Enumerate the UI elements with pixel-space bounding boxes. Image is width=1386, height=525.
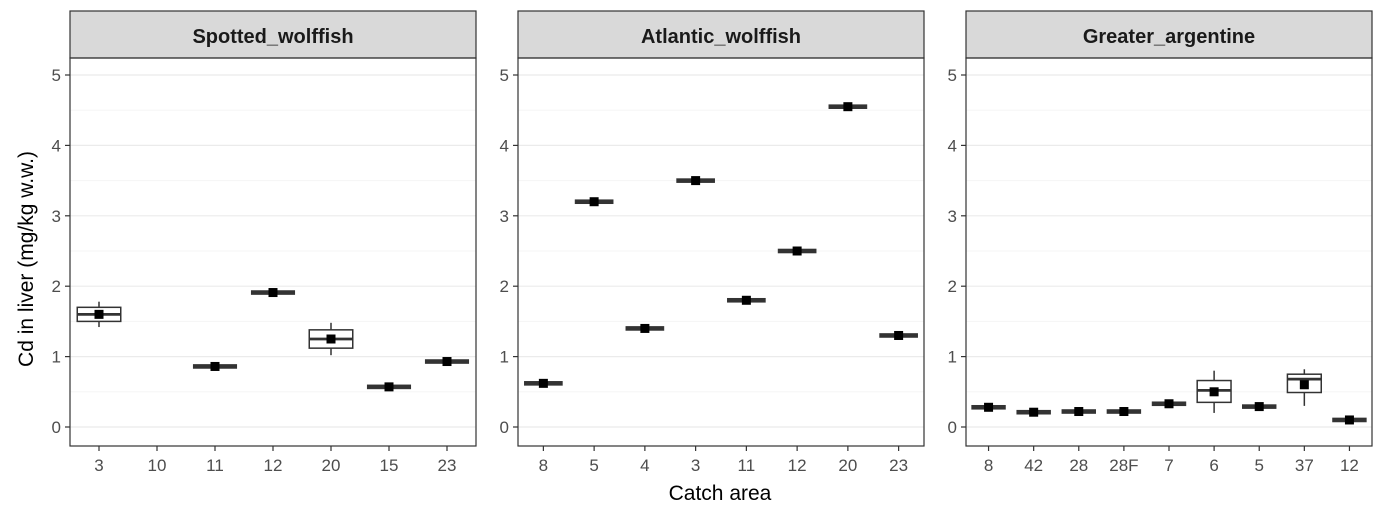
mean-point bbox=[589, 197, 599, 207]
x-tick-label: 4 bbox=[640, 456, 649, 475]
mean-point bbox=[894, 330, 904, 340]
mean-point bbox=[1074, 407, 1084, 417]
y-tick-label: 5 bbox=[948, 66, 957, 85]
panel-frame bbox=[517, 57, 925, 447]
mean-point bbox=[792, 246, 802, 256]
mean-point bbox=[210, 361, 220, 371]
x-axis-title: Catch area bbox=[669, 482, 772, 505]
mean-point bbox=[640, 323, 650, 333]
panel-background bbox=[70, 58, 476, 446]
x-tick-label: 3 bbox=[691, 456, 700, 475]
y-tick-label: 0 bbox=[52, 418, 61, 437]
x-tick-label: 23 bbox=[889, 456, 908, 475]
mean-point bbox=[94, 309, 104, 319]
x-tick-label: 15 bbox=[380, 456, 399, 475]
panel-strip bbox=[517, 10, 925, 59]
mean-point bbox=[538, 378, 548, 388]
mean-point bbox=[1254, 402, 1264, 412]
panel-strip bbox=[965, 10, 1373, 59]
y-tick-label: 3 bbox=[52, 207, 61, 226]
x-tick-label: 12 bbox=[788, 456, 807, 475]
panel-title-atlantic_wolffish: Atlantic_wolffish bbox=[641, 26, 801, 48]
x-tick-label: 23 bbox=[438, 456, 457, 475]
x-tick-label: 8 bbox=[539, 456, 548, 475]
x-tick-label: 11 bbox=[738, 456, 756, 475]
mean-point bbox=[442, 357, 452, 367]
x-tick-label: 20 bbox=[322, 456, 341, 475]
mean-point bbox=[326, 334, 336, 344]
panel-frame bbox=[69, 57, 477, 447]
y-tick-label: 2 bbox=[948, 277, 957, 296]
panel-title-spotted_wolffish: Spotted_wolffish bbox=[192, 26, 353, 48]
x-tick-label: 12 bbox=[264, 456, 283, 475]
x-tick-label: 7 bbox=[1164, 456, 1173, 475]
panel-frame bbox=[965, 57, 1373, 447]
x-tick-label: 42 bbox=[1024, 456, 1043, 475]
mean-point bbox=[384, 382, 394, 392]
y-axis-title: Cd in liver (mg/kg w.w.) bbox=[15, 151, 38, 367]
y-tick-label: 3 bbox=[948, 207, 957, 226]
mean-point bbox=[741, 295, 751, 305]
x-tick-label: 11 bbox=[206, 456, 224, 475]
y-tick-label: 0 bbox=[500, 418, 509, 437]
mean-point bbox=[691, 176, 701, 186]
mean-point bbox=[1299, 380, 1309, 390]
y-tick-label: 1 bbox=[52, 348, 61, 367]
y-tick-label: 4 bbox=[500, 136, 509, 155]
panel-strip bbox=[69, 10, 477, 59]
y-tick-label: 2 bbox=[52, 277, 61, 296]
mean-point bbox=[1164, 399, 1174, 409]
y-tick-label: 1 bbox=[948, 348, 957, 367]
y-tick-label: 0 bbox=[948, 418, 957, 437]
x-tick-label: 5 bbox=[589, 456, 598, 475]
mean-point bbox=[1029, 407, 1039, 417]
mean-point bbox=[1119, 407, 1129, 417]
y-tick-label: 3 bbox=[500, 207, 509, 226]
mean-point bbox=[268, 288, 278, 298]
mean-point bbox=[984, 402, 994, 412]
x-tick-label: 8 bbox=[984, 456, 993, 475]
x-tick-label: 5 bbox=[1254, 456, 1263, 475]
x-tick-label: 12 bbox=[1340, 456, 1359, 475]
x-tick-label: 28F bbox=[1109, 456, 1138, 475]
y-tick-label: 5 bbox=[500, 66, 509, 85]
y-tick-label: 4 bbox=[948, 136, 957, 155]
y-tick-label: 4 bbox=[52, 136, 61, 155]
panel-background bbox=[518, 58, 924, 446]
mean-point bbox=[1209, 387, 1219, 397]
y-tick-label: 1 bbox=[500, 348, 509, 367]
x-tick-label: 3 bbox=[94, 456, 103, 475]
panel-title-greater_argentine: Greater_argentine bbox=[1083, 26, 1255, 48]
mean-point bbox=[843, 102, 853, 112]
x-tick-label: 37 bbox=[1295, 456, 1314, 475]
x-tick-label: 28 bbox=[1069, 456, 1088, 475]
x-tick-label: 10 bbox=[148, 456, 167, 475]
x-tick-label: 20 bbox=[838, 456, 857, 475]
x-tick-label: 6 bbox=[1209, 456, 1218, 475]
y-tick-label: 5 bbox=[52, 66, 61, 85]
y-tick-label: 2 bbox=[500, 277, 509, 296]
mean-point bbox=[1344, 415, 1354, 425]
